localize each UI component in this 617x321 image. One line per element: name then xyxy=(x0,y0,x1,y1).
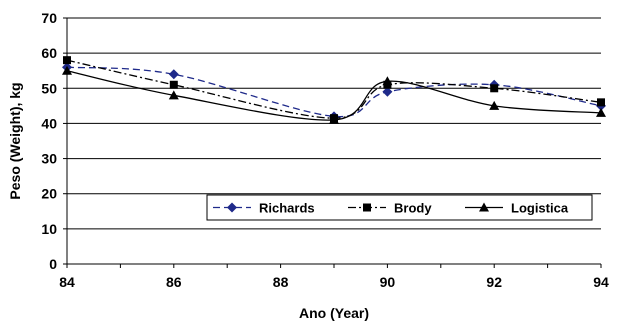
x-tick-label: 94 xyxy=(593,274,609,290)
data-point-richards xyxy=(382,86,393,97)
legend-marker-brody xyxy=(363,203,371,212)
data-point-logistica xyxy=(382,76,393,86)
legend-box xyxy=(206,194,593,221)
y-tick-label: 70 xyxy=(41,10,57,26)
series-line-logistica xyxy=(66,70,602,121)
data-point-logistica xyxy=(62,65,72,75)
series-line-richards xyxy=(66,66,602,118)
data-point-logistica xyxy=(329,114,339,124)
data-point-richards xyxy=(168,69,179,80)
x-tick-label: 88 xyxy=(273,274,289,290)
data-point-logistica xyxy=(489,100,500,110)
legend-label-richards: Richards xyxy=(259,201,315,216)
tick-labels: 0 10 20 30 40 50 60 70 84 86 88 90 92 94 xyxy=(41,10,609,290)
y-tick-label: 10 xyxy=(41,221,57,237)
data-point-brody xyxy=(169,80,178,89)
legend-label-brody: Brody xyxy=(394,201,432,216)
legend: Richards Brody Logistica xyxy=(206,194,593,221)
data-point-logistica xyxy=(168,90,179,100)
y-tick-label: 0 xyxy=(49,256,57,272)
series-logistica xyxy=(62,65,606,124)
y-tick-label: 30 xyxy=(41,151,57,167)
x-axis-label: Ano (Year) xyxy=(299,305,369,321)
data-point-brody xyxy=(63,56,71,65)
y-axis-label: Peso (Weight), kg xyxy=(7,82,23,199)
data-point-logistica xyxy=(596,107,606,117)
series-layer xyxy=(62,56,606,124)
x-tick-label: 92 xyxy=(486,274,502,290)
series-line-brody xyxy=(66,59,602,119)
axes xyxy=(63,17,602,268)
legend-marker-richards xyxy=(227,202,237,213)
y-tick-label: 60 xyxy=(41,45,57,61)
legend-marker-logistica xyxy=(479,202,489,212)
data-point-brody xyxy=(597,98,605,107)
y-tick-label: 40 xyxy=(41,115,57,131)
data-point-brody xyxy=(490,84,499,93)
x-tick-label: 86 xyxy=(166,274,182,290)
grid-lines xyxy=(67,17,601,230)
x-tick-label: 90 xyxy=(380,274,396,290)
legend-label-logistica: Logistica xyxy=(511,201,569,216)
x-tick-label: 84 xyxy=(59,274,75,290)
y-tick-label: 50 xyxy=(41,80,57,96)
y-tick-label: 20 xyxy=(41,186,57,202)
